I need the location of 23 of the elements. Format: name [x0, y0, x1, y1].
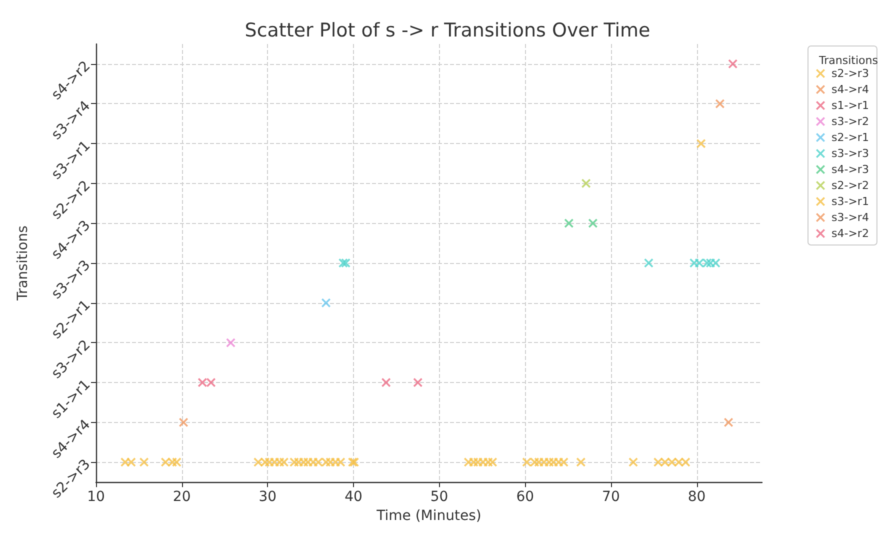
legend-label: s3->r3 [832, 147, 869, 160]
legend-label: s2->r1 [832, 131, 869, 144]
legend-label: s3->r1 [832, 195, 869, 208]
legend-label: s3->r2 [832, 115, 869, 128]
x-tick-label: 50 [430, 489, 448, 506]
x-tick-label: 70 [602, 489, 620, 506]
x-tick-label: 10 [87, 489, 105, 506]
legend-label: s4->r3 [832, 163, 869, 176]
x-axis-title: Time (Minutes) [376, 508, 482, 524]
legend-label: s2->r3 [832, 67, 869, 80]
x-tick-label: 60 [516, 489, 534, 506]
x-tick-label: 40 [344, 489, 362, 506]
chart-title: Scatter Plot of s -> r Transitions Over Time [244, 20, 650, 42]
legend-title: Transitions [818, 54, 878, 67]
legend-label: s4->r4 [832, 83, 869, 96]
legend-label: s4->r2 [832, 227, 869, 240]
y-axis-title: Transitions [15, 226, 31, 302]
x-tick-label: 80 [688, 489, 706, 506]
x-tick-label: 30 [258, 489, 277, 506]
legend-label: s3->r4 [832, 211, 869, 224]
legend-label: s2->r2 [832, 179, 869, 192]
x-tick-label: 20 [172, 489, 191, 506]
legend-label: s1->r1 [832, 99, 869, 112]
